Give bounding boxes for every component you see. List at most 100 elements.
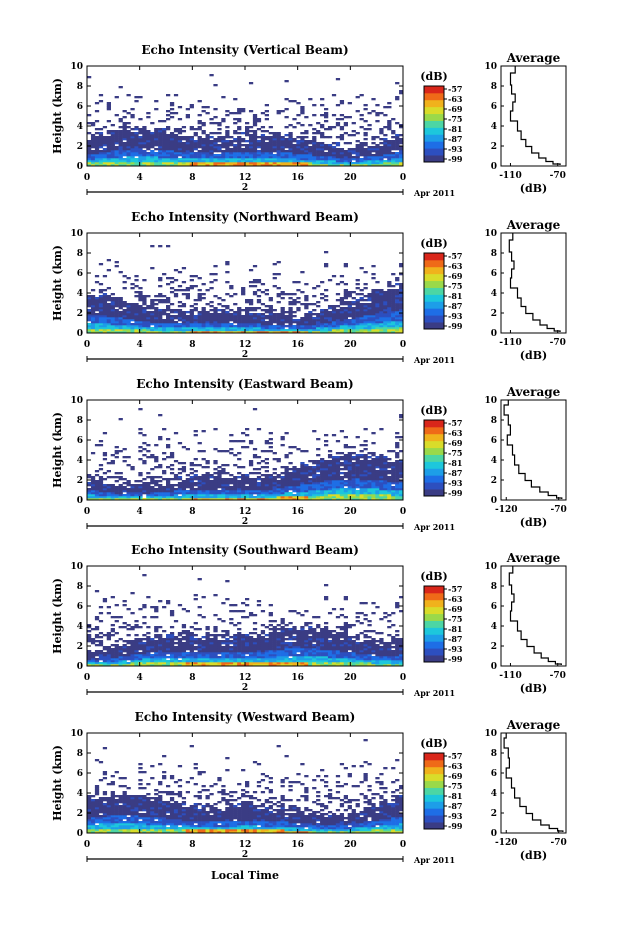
y-tick-label: 8 — [77, 249, 83, 259]
colorbar-tick-label: -63 — [448, 761, 463, 771]
x-tick-label: 16 — [291, 507, 304, 517]
colorbar-segment — [424, 253, 444, 261]
colorbar-segment — [424, 433, 444, 442]
profile-y-tick-label: 0 — [491, 162, 497, 172]
profile-frame — [500, 232, 567, 334]
colorbar-tick-label: -99 — [448, 488, 463, 498]
colorbar-tick-label: -93 — [448, 144, 463, 154]
profile-title: Average — [506, 218, 561, 232]
colorbar-segment — [424, 599, 444, 608]
profile-x-label: (dB) — [520, 849, 547, 862]
colorbar-segment — [424, 489, 444, 497]
y-tick-label: 8 — [77, 582, 83, 592]
panel-title: Echo Intensity (Southward Beam) — [131, 543, 359, 557]
profile-y-tick-label: 4 — [491, 622, 497, 632]
profile-y-tick-label: 6 — [491, 769, 497, 779]
profile-y-tick-label: 10 — [484, 396, 497, 406]
colorbar-segment — [424, 586, 444, 594]
profile-frame — [500, 65, 567, 167]
colorbar-tick-label: -75 — [448, 781, 462, 791]
profile-line — [508, 566, 562, 665]
profile-x-label: (dB) — [520, 349, 547, 362]
y-tick-label: 0 — [77, 162, 83, 172]
colorbar-tick-label: -93 — [448, 811, 463, 821]
colorbar-segment — [424, 106, 444, 115]
profile-y-tick-label: 2 — [491, 476, 497, 486]
x-tick-label: 0 — [84, 340, 90, 350]
colorbar-segment — [424, 273, 444, 282]
x-tick-label: 4 — [137, 840, 143, 850]
panel-title: Echo Intensity (Eastward Beam) — [136, 377, 353, 391]
colorbar-segment — [424, 259, 444, 268]
colorbar-segment — [424, 613, 444, 621]
colorbar-segment — [424, 592, 444, 601]
colorbar-segment — [424, 468, 444, 476]
colorbar-segment — [424, 426, 444, 435]
colorbar-segment — [424, 141, 444, 149]
y-tick-label: 8 — [77, 749, 83, 759]
colorbar-segment — [424, 461, 444, 469]
colorbar-tick-label: -63 — [448, 594, 463, 604]
profile-title: Average — [506, 551, 561, 565]
colorbar-segment — [424, 648, 444, 656]
y-tick-label: 0 — [77, 329, 83, 339]
y-tick-label: 0 — [77, 496, 83, 506]
y-tick-label: 6 — [77, 436, 83, 446]
colorbar-tick-label: -57 — [448, 251, 462, 261]
y-tick-label: 10 — [70, 396, 83, 406]
panel-3: Echo Intensity (Eastward Beam) 0 2 4 6 8 10 0 4 8… — [51, 377, 567, 532]
x-tick-label: 0 — [400, 173, 406, 183]
profile-y-tick-label: 8 — [491, 249, 497, 259]
y-tick-label: 4 — [77, 289, 83, 299]
profile-x-tick-label: -120 — [495, 838, 518, 848]
x-tick-label: 8 — [189, 507, 195, 517]
colorbar-tick-label: -57 — [448, 584, 462, 594]
y-tick-label: 0 — [77, 662, 83, 672]
y-tick-label: 6 — [77, 769, 83, 779]
echo-field — [87, 245, 404, 334]
y-tick-label: 6 — [77, 269, 83, 279]
day-label: 2 — [242, 517, 248, 527]
x-tick-label: 12 — [239, 840, 252, 850]
profile-y-tick-label: 8 — [491, 582, 497, 592]
profile-y-tick-label: 6 — [491, 602, 497, 612]
x-tick-label: 8 — [189, 673, 195, 683]
colorbar-tick-label: -69 — [448, 104, 463, 114]
y-tick-label: 10 — [70, 62, 83, 72]
average-profile: Average 0 2 4 6 8 10 -110 -70(dB) — [484, 551, 567, 695]
x-tick-label: 0 — [84, 173, 90, 183]
y-tick-label: 0 — [77, 829, 83, 839]
panel-title: Echo Intensity (Westward Beam) — [135, 710, 356, 724]
profile-frame — [500, 399, 567, 501]
colorbar-segment — [424, 294, 444, 302]
y-tick-label: 10 — [70, 729, 83, 739]
colorbar-segment — [424, 440, 444, 449]
x-tick-label: 8 — [189, 340, 195, 350]
profile-x-label: (dB) — [520, 182, 547, 195]
profile-y-tick-label: 2 — [491, 642, 497, 652]
colorbar-tick-label: -57 — [448, 84, 462, 94]
x-tick-label: 20 — [344, 673, 357, 683]
profile-x-tick-label: -110 — [499, 171, 522, 181]
profile-x-tick-label: -70 — [550, 171, 566, 181]
colorbar-segment — [424, 120, 444, 128]
colorbar-tick-label: -93 — [448, 644, 463, 654]
colorbar-segment — [424, 822, 444, 830]
y-tick-label: 6 — [77, 102, 83, 112]
day-label: 2 — [242, 850, 248, 860]
x-tick-label: 0 — [84, 673, 90, 683]
colorbar-tick-label: -69 — [448, 438, 463, 448]
y-tick-label: 2 — [77, 309, 83, 319]
x-tick-label: 0 — [400, 507, 406, 517]
colorbar-segment — [424, 606, 444, 615]
profile-y-tick-label: 10 — [484, 62, 497, 72]
colorbar-segment — [424, 655, 444, 663]
y-tick-label: 8 — [77, 416, 83, 426]
colorbar-frame — [423, 752, 445, 830]
day-label: 2 — [242, 183, 248, 193]
profile-y-tick-label: 8 — [491, 82, 497, 92]
y-tick-label: 8 — [77, 82, 83, 92]
date-label: Apr 2011 — [413, 688, 455, 698]
colorbar-tick-label: -93 — [448, 478, 463, 488]
